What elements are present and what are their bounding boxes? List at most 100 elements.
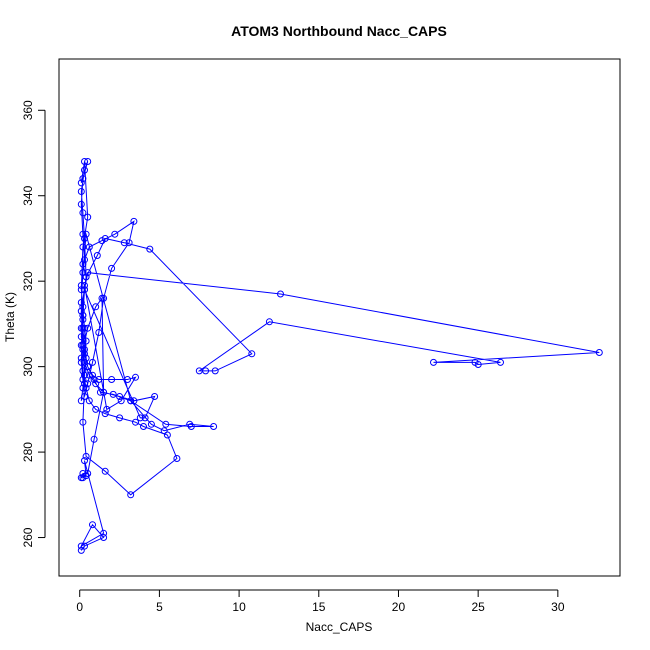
data-point — [77, 333, 85, 341]
data-point — [120, 239, 128, 247]
data-point — [147, 420, 155, 428]
data-point — [101, 410, 109, 418]
data-point — [77, 354, 85, 362]
x-tick-label: 10 — [232, 600, 246, 614]
data-point — [92, 303, 100, 311]
data-point — [89, 358, 96, 366]
data-point — [79, 209, 87, 217]
data-point — [77, 307, 85, 315]
data-point — [85, 371, 93, 379]
data-point — [471, 358, 479, 366]
data-point — [81, 282, 88, 289]
data-point — [103, 405, 111, 413]
data-point — [101, 467, 109, 475]
data-point — [77, 341, 85, 349]
data-point — [90, 435, 98, 443]
data-point — [130, 217, 138, 225]
data-point — [81, 380, 88, 388]
data-point — [82, 384, 90, 392]
y-tick-label: 360 — [21, 100, 35, 120]
data-point — [210, 423, 218, 430]
data-point — [79, 384, 87, 392]
data-point — [77, 358, 85, 366]
data-point — [265, 318, 273, 326]
data-point — [100, 529, 108, 537]
data-point — [117, 397, 125, 405]
data-point — [163, 431, 171, 439]
x-tick-label: 15 — [312, 600, 326, 614]
series-line-group — [80, 161, 600, 551]
x-tick-label: 25 — [471, 600, 485, 614]
data-point — [109, 390, 117, 398]
data-point — [173, 455, 181, 462]
x-tick-label: 20 — [392, 600, 406, 614]
data-point — [90, 376, 98, 383]
y-tick-label: 280 — [21, 442, 35, 462]
data-point — [81, 393, 88, 400]
data-point — [79, 175, 87, 183]
data-point — [89, 371, 96, 379]
data-point — [81, 166, 88, 174]
data-point — [82, 230, 90, 238]
data-point — [79, 324, 87, 332]
data-point — [82, 452, 90, 460]
data-point — [79, 230, 87, 238]
data-point — [116, 393, 124, 400]
data-point — [77, 542, 85, 550]
data-point — [151, 393, 159, 400]
data-point — [95, 329, 103, 336]
data-point — [127, 397, 135, 405]
data-point — [81, 457, 88, 465]
data-point — [77, 299, 85, 306]
data-point — [93, 252, 101, 259]
data-point — [84, 363, 92, 371]
data-point — [77, 179, 85, 187]
data-point — [79, 311, 87, 319]
data-point — [497, 358, 504, 366]
data-point — [136, 414, 144, 422]
y-tick-label: 320 — [21, 271, 35, 291]
x-axis-label: Nacc_CAPS — [306, 620, 373, 634]
data-point — [84, 324, 92, 332]
data-point — [77, 188, 85, 195]
data-point — [81, 286, 88, 294]
data-point — [79, 316, 87, 324]
data-point — [95, 376, 103, 383]
data-point — [100, 388, 108, 396]
data-point — [84, 380, 92, 388]
data-point — [111, 230, 119, 238]
data-point — [132, 373, 139, 381]
x-tick-label: 0 — [76, 600, 83, 614]
data-point — [187, 423, 195, 430]
data-point — [248, 350, 256, 358]
data-point — [89, 521, 96, 529]
data-point — [81, 158, 88, 165]
data-point — [101, 235, 109, 242]
data-point — [595, 349, 603, 356]
x-tick-label: 5 — [156, 600, 163, 614]
data-point — [108, 376, 116, 383]
data-point — [82, 354, 90, 362]
y-axis-label: Theta (K) — [3, 292, 17, 342]
data-point — [132, 418, 139, 426]
data-point — [84, 470, 92, 477]
x-tick-label: 30 — [551, 600, 565, 614]
data-point — [81, 256, 88, 264]
series-line — [80, 161, 600, 551]
y-tick-label: 260 — [21, 527, 35, 547]
y-axis: 260 280 300 320 340 360 — [21, 100, 46, 548]
data-point — [98, 294, 106, 302]
data-point — [108, 264, 116, 272]
data-point — [85, 243, 93, 251]
data-point — [84, 158, 92, 165]
series-points-group — [77, 158, 603, 554]
data-point — [130, 397, 138, 405]
data-point — [84, 269, 92, 277]
data-point — [85, 397, 93, 405]
y-tick-label: 340 — [21, 185, 35, 205]
data-point — [84, 213, 92, 221]
data-point — [79, 367, 87, 375]
plot-frame — [58, 58, 621, 577]
